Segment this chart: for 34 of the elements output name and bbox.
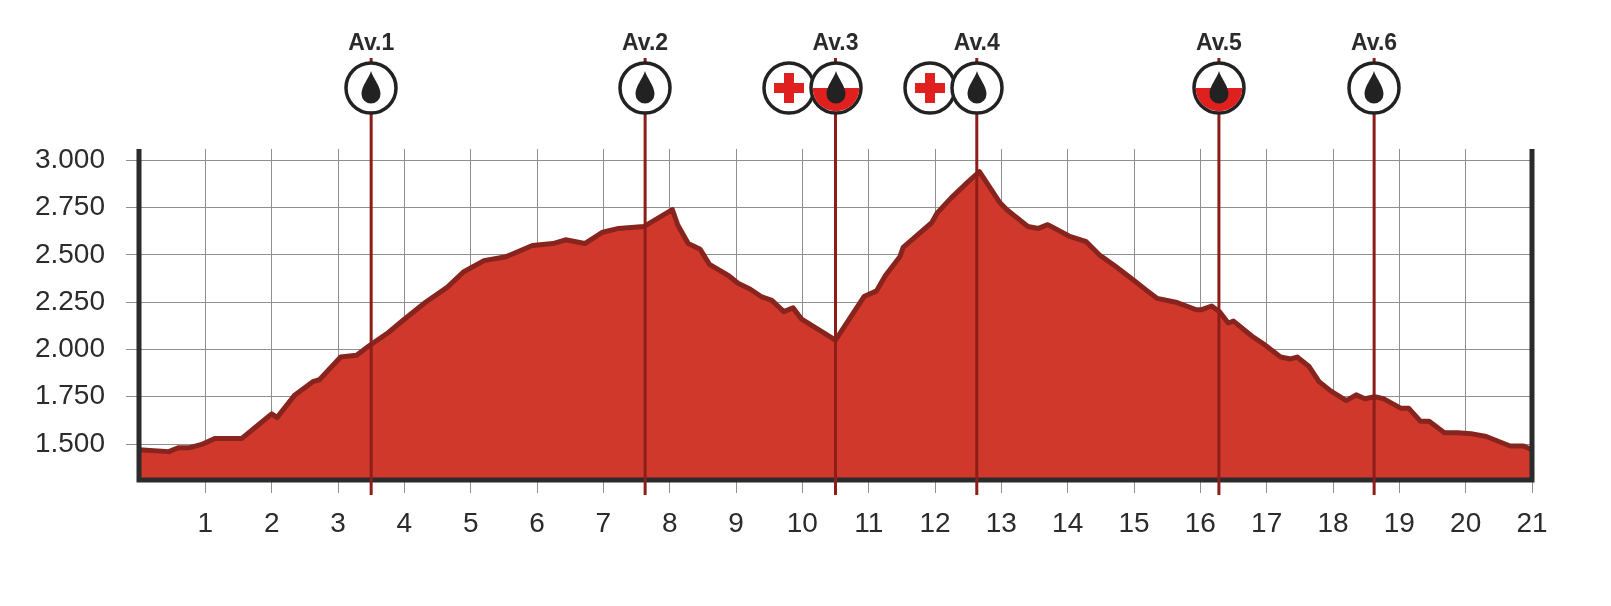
x-tick-label: 14 [1052, 506, 1084, 538]
y-tick-label: 3.000 [34, 143, 105, 175]
x-tick-label: 1 [197, 506, 214, 538]
y-tick-label: 1.500 [34, 426, 105, 458]
x-tick-label: 12 [919, 506, 951, 538]
x-tick-label: 5 [462, 506, 479, 538]
y-tick-label: 2.000 [34, 332, 105, 364]
x-tick-label: 18 [1317, 506, 1349, 538]
ref-line-label: Av.6 [1351, 29, 1398, 56]
x-tick-label: 2 [263, 506, 280, 538]
x-tick-label: 13 [985, 506, 1017, 538]
x-tick-label: 16 [1184, 506, 1216, 538]
ref-line-label: Av.4 [953, 29, 1001, 56]
ref-line-label: Av.2 [622, 29, 669, 56]
x-tick-label: 9 [728, 506, 744, 538]
ref-line-label: Av.5 [1195, 29, 1243, 56]
x-tick-label: 7 [595, 506, 612, 538]
x-tick-label: 6 [529, 506, 545, 538]
x-tick-label: 19 [1383, 506, 1415, 538]
ref-line-label: Av.1 [348, 29, 395, 56]
x-tick-label: 20 [1450, 506, 1482, 538]
x-tick-label: 10 [786, 506, 818, 538]
x-tick-label: 11 [854, 506, 884, 538]
y-tick-label: 1.750 [34, 379, 105, 411]
x-tick-label: 3 [330, 506, 346, 538]
ref-line-label: Av.3 [812, 29, 859, 56]
x-tick-label: 4 [396, 506, 413, 538]
x-tick-label: 8 [661, 506, 678, 538]
y-tick-label: 2.250 [34, 284, 105, 316]
y-tick-label: 2.750 [34, 190, 105, 222]
x-tick-label: 15 [1118, 506, 1150, 538]
x-tick-label: 17 [1251, 506, 1283, 538]
y-tick-label: 2.500 [34, 237, 105, 269]
x-tick-label: 21 [1516, 506, 1548, 538]
